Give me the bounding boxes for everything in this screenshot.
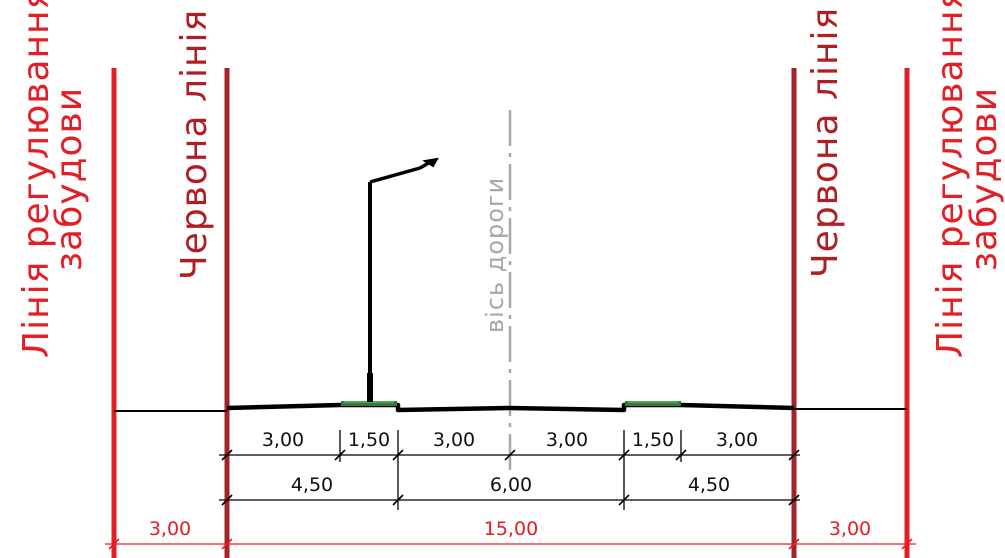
- dim-r3-3: 3,00: [829, 518, 871, 540]
- dim-r2-1: 4,50: [291, 474, 333, 496]
- dimension-row-3: 3,00 15,00 3,00: [105, 518, 916, 550]
- dim-r2-2: 6,00: [490, 474, 532, 496]
- lawn-strip-right: [625, 401, 681, 406]
- dim-r2-3: 4,50: [688, 474, 730, 496]
- building-line-label-left-1: Лінія регулювання: [16, 0, 57, 358]
- dimension-row-1: 3,00 1,50 3,00 3,00 1,50 3,00: [219, 429, 800, 461]
- extension-lines: [339, 430, 682, 510]
- building-line-label-right-1: Лінія регулювання: [930, 0, 971, 358]
- road-axis-label: вісь дороги: [481, 177, 509, 333]
- lawn-strip-left: [341, 401, 397, 406]
- dim-r3-1: 3,00: [149, 518, 191, 540]
- dim-r1-3: 3,00: [433, 429, 475, 451]
- dim-r1-6: 3,00: [716, 429, 758, 451]
- street-lamp: [367, 157, 439, 402]
- dim-r1-5: 1,50: [632, 429, 674, 451]
- dim-r1-1: 3,00: [262, 429, 304, 451]
- dim-r3-2: 15,00: [484, 518, 538, 540]
- building-line-label-left-2: забудови: [49, 87, 90, 271]
- dimension-row-2: 4,50 6,00 4,50: [219, 474, 800, 506]
- red-line-label-left: Червона лінія: [174, 9, 215, 280]
- dim-r1-4: 3,00: [546, 429, 588, 451]
- red-line-label-right: Червона лінія: [805, 7, 846, 278]
- dim-r1-2: 1,50: [348, 429, 390, 451]
- building-line-label-right-2: забудови: [964, 87, 1005, 271]
